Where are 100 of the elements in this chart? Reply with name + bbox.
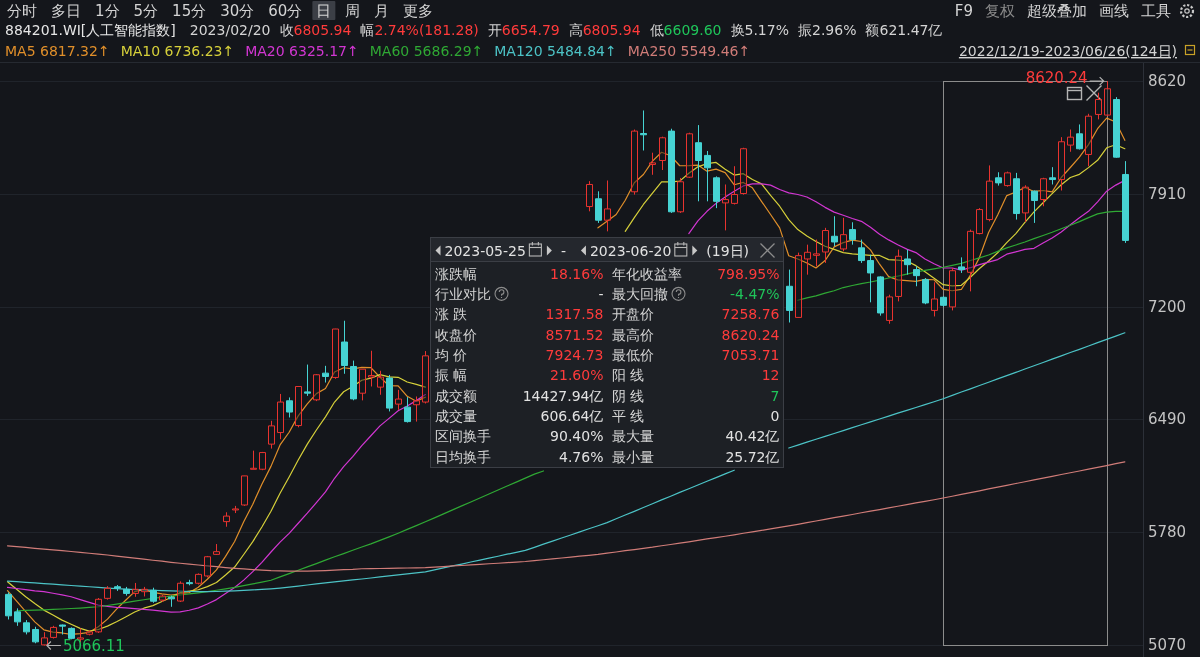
candlestick [114, 584, 121, 592]
candlestick [976, 207, 983, 235]
candlestick [1104, 80, 1111, 117]
text: 换5.17% [730, 22, 789, 38]
candlestick [132, 582, 139, 598]
y-tick-label: 8620 [1147, 72, 1187, 91]
annotation: 最大回撤 [611, 285, 668, 302]
y-tick-label: 7200 [1147, 297, 1187, 316]
candlestick [967, 229, 974, 292]
y-tick-label: 6490 [1147, 410, 1187, 429]
candlestick [631, 129, 638, 196]
candlestick [877, 275, 884, 317]
candlestick [68, 626, 75, 640]
candlestick [41, 631, 48, 646]
annotation: 0 [770, 407, 780, 424]
text: MA120 5484.84↑ [494, 43, 617, 59]
candlestick [277, 393, 284, 440]
y-tick-label: 7910 [1147, 184, 1187, 203]
text: 复权 [985, 2, 1015, 20]
candlestick [895, 249, 902, 302]
candlestick [368, 350, 375, 387]
annotation: 成交额 [434, 387, 477, 404]
candlestick [840, 217, 847, 252]
annotation: 最大量 [611, 428, 654, 445]
annotation: 涨 跌 [434, 306, 467, 323]
text: 2023/02/20 [189, 22, 271, 38]
annotation: 12 [761, 367, 780, 384]
annotation: 区间换手 [434, 428, 491, 445]
candlestick [1058, 136, 1065, 192]
annotation: 5066.11 [62, 636, 125, 655]
annotation: 7924.73 [545, 346, 604, 363]
text: 超级叠加 [1027, 2, 1087, 20]
text: 5分 [133, 2, 159, 20]
candlestick [313, 373, 320, 402]
candlestick [822, 227, 829, 264]
candlestick [86, 630, 93, 636]
candlestick [14, 607, 21, 627]
chart-subtitle: 2022/12/19-2023/06/26(124日) [958, 43, 1177, 59]
candlestick [377, 370, 384, 396]
text: 月 [374, 2, 390, 20]
candlestick [913, 265, 920, 287]
candlestick [286, 396, 293, 418]
candlestick [1067, 129, 1074, 153]
text: 30分 [220, 2, 255, 20]
annotation: (19日) [706, 242, 750, 259]
candlestick [204, 555, 211, 578]
candlestick [949, 267, 956, 311]
text: 多日 [51, 2, 81, 20]
candlestick [804, 244, 811, 276]
text: 开6654.79 [487, 22, 560, 38]
text: 画线 [1099, 2, 1129, 20]
candlestick [223, 511, 230, 528]
text: 高6805.94 [568, 22, 641, 38]
annotation: 8620.24 [1025, 69, 1088, 88]
candlestick [958, 256, 965, 274]
candlestick [731, 165, 738, 205]
text: 振2.96% [798, 22, 857, 38]
annotation: 最低价 [611, 346, 654, 363]
annotation: 1317.58 [545, 306, 604, 323]
candlestick [904, 249, 911, 276]
annotation: 8571.52 [545, 326, 604, 343]
text: 收6805.94 [279, 22, 352, 38]
candlestick [686, 132, 693, 179]
candlestick [123, 586, 130, 597]
candlestick [931, 281, 938, 317]
candlestick [241, 475, 248, 507]
text: 60分 [268, 2, 303, 20]
candlestick [986, 164, 993, 222]
annotation: 开盘价 [611, 306, 654, 323]
candlestick [213, 543, 220, 556]
annotation: 涨跌幅 [434, 265, 477, 282]
annotation: 振 幅 [434, 367, 467, 384]
candlestick [341, 320, 348, 375]
candlestick [141, 586, 148, 597]
text: MA20 6325.17↑ [245, 43, 359, 59]
candlestick [268, 420, 275, 450]
annotation: 21.60% [550, 367, 604, 384]
text: 分时 [7, 2, 37, 20]
candlestick [813, 239, 820, 267]
text: 工具 [1141, 2, 1171, 20]
candlestick [668, 128, 675, 214]
annotation: 平 线 [611, 407, 644, 424]
text: 日 [316, 2, 332, 20]
annotation: 14427.94亿 [522, 387, 604, 404]
candlestick [922, 277, 929, 305]
candlestick [1049, 166, 1056, 185]
candlestick [786, 269, 793, 323]
candlestick [1040, 177, 1047, 207]
candlestick [940, 295, 947, 308]
candlestick [1085, 113, 1092, 167]
candlestick [640, 109, 647, 151]
candlestick [250, 450, 257, 470]
candlestick [858, 239, 865, 264]
candlestick [704, 150, 711, 202]
candlestick [1022, 184, 1029, 223]
text: 幅2.74%(181.28) [360, 22, 479, 38]
candlestick [1004, 171, 1011, 188]
candlestick [1113, 96, 1120, 159]
text: 周 [345, 2, 361, 20]
annotation: 7 [770, 387, 780, 404]
